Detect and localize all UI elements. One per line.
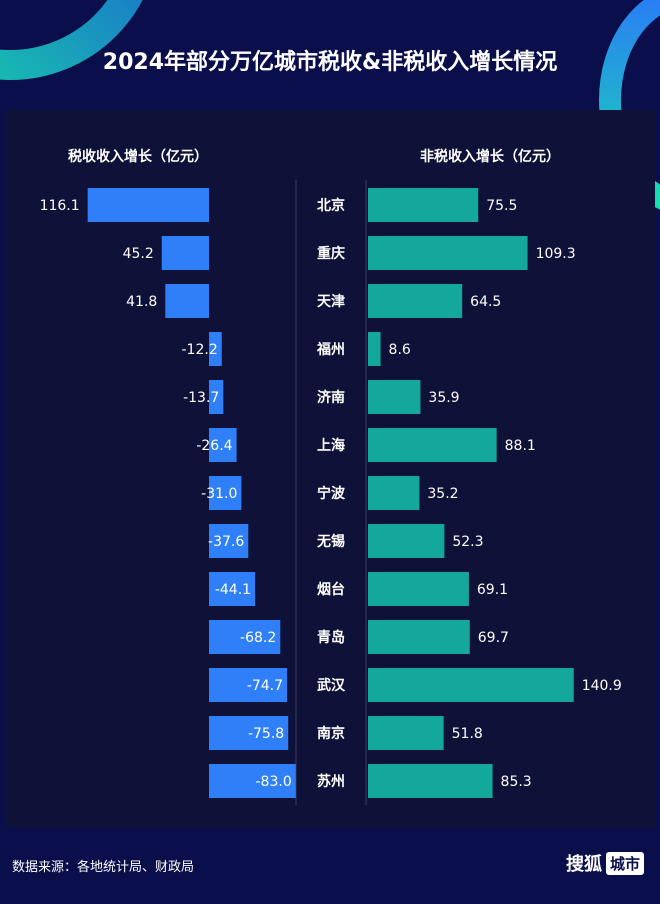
nontax-bar (368, 284, 463, 318)
tax-bar (209, 716, 289, 750)
nontax-value-label: 140.9 (582, 678, 622, 694)
nontax-bar (368, 476, 420, 510)
nontax-value-label: 35.2 (427, 486, 458, 502)
nontax-value-label: 85.3 (501, 774, 532, 790)
tax-bar (87, 188, 209, 222)
tax-value-label: 116.1 (40, 198, 80, 214)
decorative-ring (599, 0, 660, 210)
decorative-ring (0, 0, 143, 80)
nontax-value-label: 75.5 (486, 198, 517, 214)
nontax-bar (368, 332, 381, 366)
nontax-bar (368, 764, 493, 798)
tax-bar (161, 236, 209, 270)
tax-value-label: -68.2 (240, 630, 276, 646)
city-label: 北京 (317, 197, 345, 214)
nontax-value-label: 109.3 (536, 246, 576, 262)
tax-bar (209, 332, 222, 366)
tax-bar (209, 524, 249, 558)
tax-bar (209, 380, 224, 414)
brand-logo: 搜狐 城市 (566, 850, 644, 876)
tax-value-label: -37.6 (208, 534, 244, 550)
city-label: 济南 (317, 389, 345, 406)
city-label: 重庆 (317, 245, 345, 262)
city-label: 南京 (317, 725, 345, 742)
nontax-value-label: 88.1 (505, 438, 536, 454)
tax-bar (209, 476, 242, 510)
tax-bar (165, 284, 209, 318)
tax-value-label: -26.4 (196, 438, 232, 454)
tax-value-label: 45.2 (123, 246, 154, 262)
city-label: 苏州 (317, 773, 345, 790)
tax-bar (209, 620, 281, 654)
city-label: 福州 (316, 341, 345, 358)
tax-bar (209, 572, 256, 606)
city-label: 青岛 (317, 629, 345, 646)
nontax-value-label: 51.8 (452, 726, 483, 742)
tax-bar (209, 668, 288, 702)
tax-value-label: -31.0 (201, 486, 237, 502)
tax-value-label: -75.8 (248, 726, 284, 742)
city-label: 天津 (317, 293, 345, 310)
nontax-bar (368, 236, 528, 270)
nontax-bar (368, 668, 574, 702)
tax-bar (209, 428, 237, 462)
city-label: 烟台 (317, 581, 345, 598)
city-label: 武汉 (317, 677, 346, 694)
data-source: 数据来源：各地统计局、财政局 (12, 860, 195, 875)
nontax-bar (368, 572, 469, 606)
nontax-bar (368, 524, 445, 558)
nontax-value-label: 8.6 (389, 342, 411, 358)
city-label: 上海 (317, 437, 345, 454)
tax-value-label: 41.8 (126, 294, 157, 310)
nontax-value-label: 69.7 (478, 630, 509, 646)
tax-bar (209, 764, 296, 798)
nontax-bar (368, 428, 497, 462)
nontax-bar (368, 380, 421, 414)
tax-value-label: -13.7 (183, 390, 219, 406)
nontax-bar (368, 716, 444, 750)
tax-value-label: -12.2 (182, 342, 218, 358)
nontax-value-label: 69.1 (477, 582, 508, 598)
nontax-series-header: 非税收入增长（亿元） (420, 149, 560, 165)
nontax-bar (368, 188, 479, 222)
tax-series-header: 税收收入增长（亿元） (68, 149, 208, 165)
nontax-bar (368, 620, 470, 654)
chart-panel (5, 110, 655, 828)
chart-title: 2024年部分万亿城市税收&非税收入增长情况 (102, 50, 558, 75)
city-label: 无锡 (316, 533, 345, 550)
brand-tag: 城市 (605, 851, 644, 875)
brand-name: 搜狐 (565, 854, 602, 875)
city-label: 宁波 (317, 485, 346, 502)
nontax-value-label: 35.9 (428, 390, 459, 406)
nontax-value-label: 52.3 (452, 534, 483, 550)
tax-value-label: -74.7 (247, 678, 283, 694)
nontax-value-label: 64.5 (470, 294, 501, 310)
tax-value-label: -83.0 (256, 774, 292, 790)
tax-value-label: -44.1 (215, 582, 251, 598)
